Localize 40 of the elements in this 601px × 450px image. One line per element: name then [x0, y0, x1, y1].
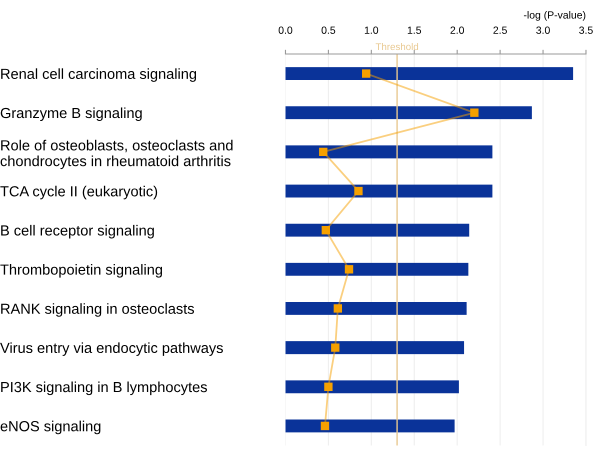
y-tick-label: Granzyme B signaling	[0, 107, 142, 122]
bar	[285, 106, 532, 120]
y-tick-label: Renal cell carcinoma signaling	[1, 68, 196, 82]
y-tick-label: eNOS signaling	[0, 420, 100, 434]
point	[320, 422, 330, 430]
point	[334, 304, 342, 313]
y-tick-label: Role of osteoblasts, osteoclasts and chondrocytes in rheumatoid arthritis	[0, 140, 233, 170]
point	[344, 265, 354, 274]
x-axis-title: -log (P-value)	[524, 11, 586, 21]
bar	[285, 341, 464, 354]
bar	[285, 67, 574, 80]
x-tick-label: 0.5	[322, 26, 336, 34]
y-tick-label: RANK signaling in osteoclasts	[1, 303, 194, 317]
x-tick-label: 1.0	[364, 26, 378, 34]
point	[319, 148, 328, 156]
y-tick-label: TCA cycle II (eukaryotic)	[0, 186, 158, 200]
bar	[285, 302, 467, 315]
point	[324, 382, 333, 391]
x-tick-label: 3.5	[579, 26, 593, 34]
x-tick-label: 2.5	[493, 26, 507, 34]
point	[322, 226, 330, 234]
point	[354, 186, 363, 196]
x-tick-label: 0.0	[278, 26, 292, 34]
y-tick-label: Virus entry via endocytic pathways	[0, 342, 223, 356]
bar	[285, 224, 470, 237]
x-tick-label: 1.5	[408, 26, 422, 34]
bar	[285, 184, 492, 198]
y-tick-label: B cell receptor signaling	[1, 224, 154, 238]
ref-line-label: Threshold	[376, 42, 418, 50]
bar	[285, 262, 468, 276]
point	[470, 108, 479, 117]
point	[331, 343, 340, 352]
x-tick-label: 3.0	[536, 26, 550, 34]
x-tick-label: 2.0	[450, 26, 464, 34]
bar	[285, 380, 459, 394]
point	[362, 69, 370, 78]
bar	[285, 419, 455, 432]
y-tick-label: PI3K signaling in B lymphocytes	[1, 381, 207, 396]
y-tick-label: Thrombopoietin signaling	[0, 264, 162, 278]
bar	[285, 145, 492, 158]
